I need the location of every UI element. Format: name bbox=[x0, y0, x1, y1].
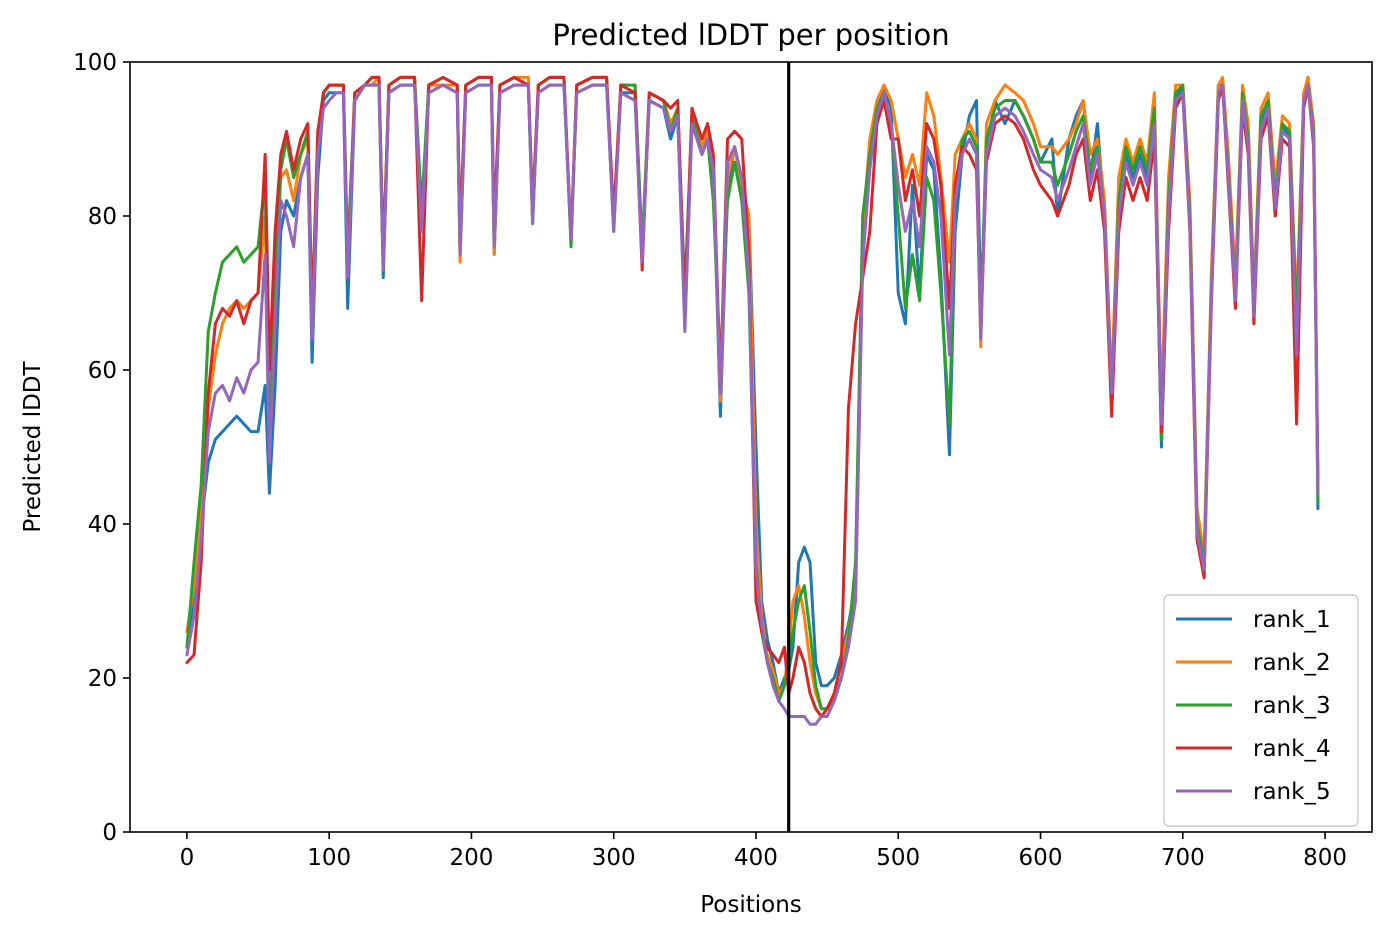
x-tick-label: 200 bbox=[449, 845, 493, 871]
y-tick-label: 100 bbox=[73, 50, 117, 76]
x-tick-label: 600 bbox=[1019, 845, 1063, 871]
x-tick-label: 700 bbox=[1161, 845, 1205, 871]
legend-label-rank_4: rank_4 bbox=[1253, 736, 1331, 762]
series-layer bbox=[185, 75, 1320, 726]
x-tick-label: 300 bbox=[592, 845, 636, 871]
x-tick-label: 0 bbox=[180, 845, 195, 871]
y-tick-label: 0 bbox=[102, 820, 117, 846]
chart-title: Predicted lDDT per position bbox=[552, 18, 949, 52]
legend-label-rank_2: rank_2 bbox=[1253, 650, 1331, 676]
x-tick-label: 500 bbox=[876, 845, 920, 871]
x-tick-label: 400 bbox=[734, 845, 778, 871]
y-axis-label: Predicted lDDT bbox=[20, 360, 46, 532]
y-axis: 0 20 40 60 80 100 bbox=[73, 50, 130, 846]
y-tick-label: 60 bbox=[88, 358, 117, 384]
x-axis: 0 100 200 300 400 500 600 700 800 bbox=[180, 832, 1347, 871]
legend-label-rank_5: rank_5 bbox=[1253, 779, 1331, 805]
legend-label-rank_1: rank_1 bbox=[1253, 607, 1331, 633]
x-tick-label: 800 bbox=[1303, 845, 1347, 871]
legend-label-rank_3: rank_3 bbox=[1253, 693, 1331, 719]
y-tick-label: 80 bbox=[88, 204, 117, 230]
legend: rank_1 rank_2 rank_3 rank_4 rank_5 bbox=[1163, 594, 1359, 827]
series-line-rank_5 bbox=[185, 83, 1320, 726]
y-tick-label: 40 bbox=[88, 512, 117, 538]
legend-box bbox=[1163, 594, 1359, 827]
x-tick-label: 100 bbox=[307, 845, 351, 871]
plot-frame bbox=[129, 61, 1373, 833]
x-axis-label: Positions bbox=[700, 892, 802, 918]
y-tick-label: 20 bbox=[88, 666, 117, 692]
